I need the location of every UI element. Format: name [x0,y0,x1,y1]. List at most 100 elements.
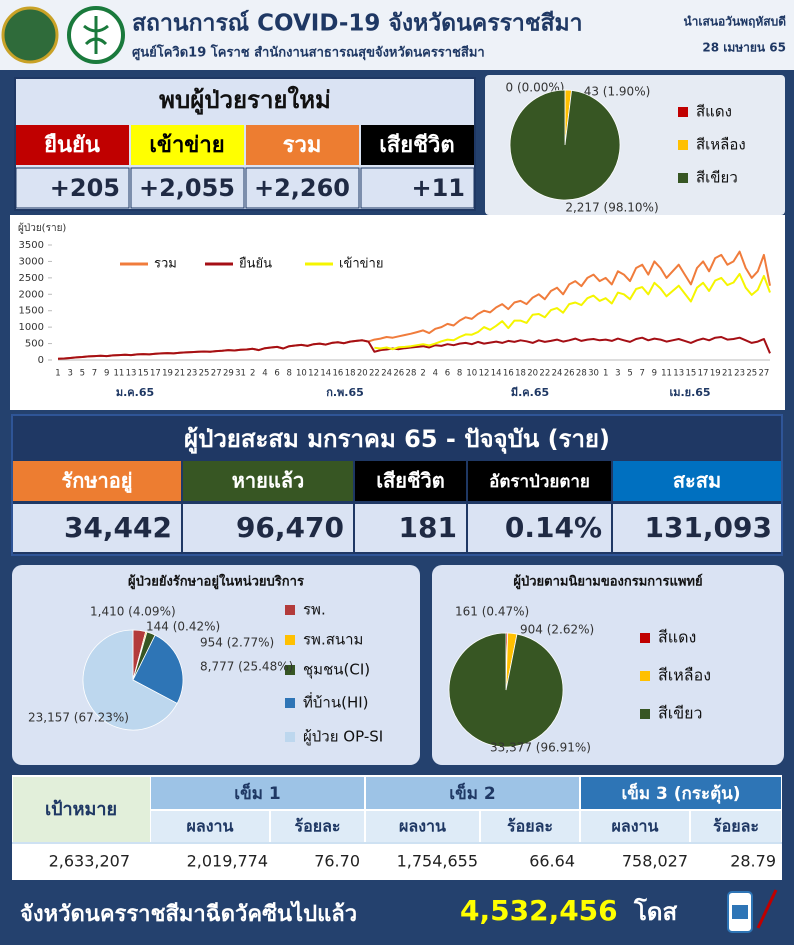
legend-label: สีเขียว [658,704,703,723]
x-tick-label: 5 [627,369,632,379]
dose-header: เข็ม 1 [234,781,280,804]
header-cell [246,125,359,165]
value-label: 96,470 [236,511,344,544]
x-tick-label: 27 [211,369,222,379]
x-tick-label: 13 [673,369,684,379]
header-label: เสียชีวิต [376,469,445,493]
x-tick-label: 7 [639,369,644,379]
vaccine-icon [756,889,778,929]
header-band [0,0,794,70]
line-panel [10,215,785,410]
x-tick-label: 25 [199,369,210,379]
line-series [57,336,771,360]
logo-mark [83,16,109,54]
x-tick-label: 4 [262,369,267,379]
value-cell [13,504,181,552]
header-cell [13,461,181,501]
y-tick-label: 0 [38,355,44,366]
value-cell [245,167,360,209]
x-tick-label: 1 [603,369,608,379]
header-cell [613,461,781,501]
table-value: 758,027 [622,852,688,871]
x-tick-label: 13 [126,369,137,379]
x-tick-label: 8 [457,369,462,379]
logo [1,6,59,64]
legend-swatch [640,671,650,681]
target-header-cell [13,777,150,842]
data-label: 144 (0.42%) [146,620,220,634]
x-tick-label: 9 [104,369,109,379]
header-cell [183,461,353,501]
x-tick-label: 17 [698,369,709,379]
x-tick-label: 19 [162,369,173,379]
legend-label: รพ. [303,601,326,619]
legend-label: ชุมชน(CI) [303,661,370,680]
table-value: 2,633,207 [49,852,130,871]
header-cell [16,125,129,165]
x-tick-label: 6 [274,369,279,379]
y-axis-label: ผู้ป่วย(ราย) [18,222,66,234]
x-tick-label: 31 [235,369,246,379]
pie-slice [82,629,178,731]
header-label: เสียชีวิต [379,133,454,158]
table-value: 28.79 [730,852,776,871]
header-label: ยืนยัน [44,133,100,158]
target-header: เป้าหมาย [45,799,117,820]
legend-label: เข้าข่าย [339,257,383,272]
value-label: +2,055 [139,174,235,202]
legend-label: ผู้ป่วย OP-SI [303,728,383,746]
sub-header: ร้อยละ [295,817,341,836]
x-tick-label: 18 [345,369,356,379]
x-tick-label: 15 [685,369,696,379]
legend-label: สีเขียว [696,169,738,187]
x-tick-label: 22 [539,369,550,379]
x-tick-label: 14 [320,369,331,379]
y-tick-label: 2000 [19,289,44,300]
legend-label: ที่บ้าน(HI) [303,692,369,712]
table-value: 76.70 [314,852,360,871]
x-tick-label: 9 [652,369,657,379]
x-tick-label: 4 [433,369,438,379]
x-tick-label: 11 [113,369,124,379]
legend-swatch [285,605,295,615]
x-tick-label: 22 [369,369,380,379]
x-tick-label: 15 [138,369,149,379]
x-tick-label: 23 [186,369,197,379]
value-label: +205 [50,174,120,202]
sub-header: ผลงาน [187,817,234,836]
sub-header: ร้อยละ [713,817,759,836]
legend-label: สีแดง [696,103,732,121]
x-tick-label: 29 [223,369,234,379]
pie-slice [509,89,621,201]
x-tick-label: 24 [381,369,392,379]
y-tick-label: 500 [25,339,44,350]
legend-swatch [678,173,688,183]
value-label: +11 [411,174,465,202]
sub-header-cell [691,811,781,842]
header-cell [131,125,244,165]
legend-swatch [678,107,688,117]
x-tick-label: 12 [479,369,490,379]
x-tick-label: 28 [576,369,587,379]
presented: นำเสนอวันพฤหัสบดี [683,15,786,29]
x-tick-label: 2 [420,369,425,379]
data-label: 1,410 (4.09%) [90,605,176,619]
subtitle: ศูนย์โควิด19 โคราช สำนักงานสาธารณสุขจังห… [132,44,485,61]
x-tick-label: 7 [92,369,97,379]
sub-header: ผลงาน [399,817,446,836]
x-tick-label: 20 [527,369,538,379]
value-cell [613,504,781,552]
header-label: หายแล้ว [232,469,305,493]
data-label: 161 (0.47%) [455,605,529,619]
header-label: อัตราป่วยตาย [489,472,590,492]
value-label: 0.14% [505,511,602,544]
sub-header-cell [271,811,364,842]
table-value: 2,019,774 [187,852,268,871]
data-label: 23,157 (67.23%) [28,711,129,725]
data-label: 904 (2.62%) [520,623,594,637]
legend-swatch [285,665,295,675]
header-cell [355,461,466,501]
vaccine-total: 4,532,456 [460,894,618,927]
x-tick-label: 3 [615,369,620,379]
value-cell [468,504,611,552]
